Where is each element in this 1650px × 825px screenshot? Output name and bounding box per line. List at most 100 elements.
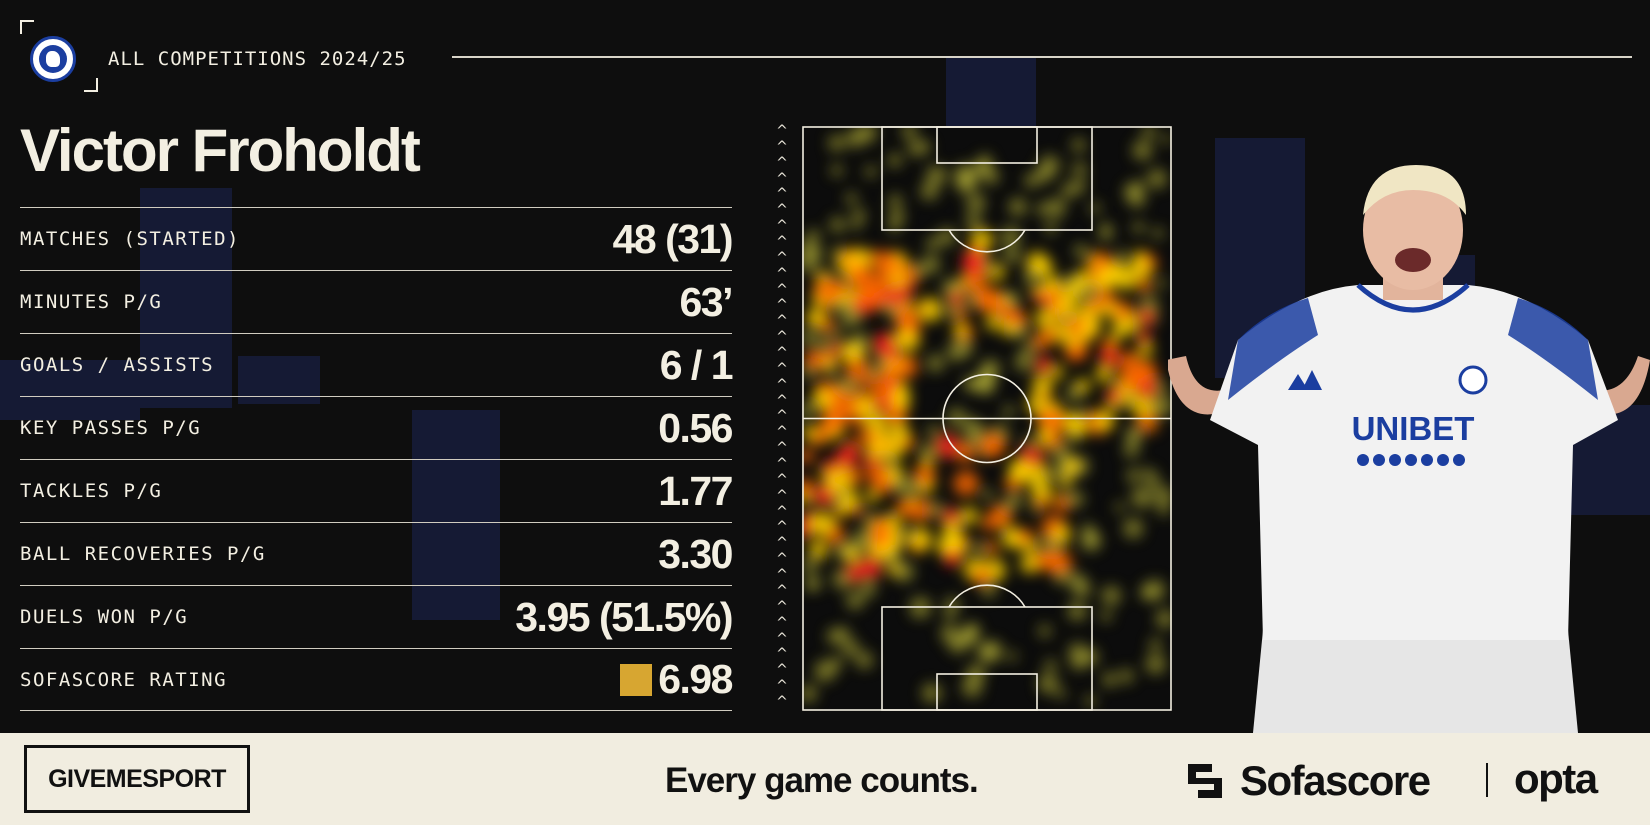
- heat-spot: [934, 433, 960, 459]
- rating-value: 6.98: [658, 656, 733, 702]
- heat-spot: [1058, 474, 1072, 488]
- stat-row-goals-assists: GOALS / ASSISTS 6 / 1: [20, 333, 734, 396]
- heat-spot: [1106, 387, 1122, 404]
- heat-spot: [841, 638, 860, 657]
- direction-arrow: ^: [776, 424, 788, 441]
- stat-label: MINUTES P/G: [20, 291, 163, 313]
- heat-spot: [1152, 227, 1164, 239]
- heat-spot: [1084, 695, 1097, 707]
- stats-table: MATCHES (STARTED) 48 (31) MINUTES P/G 63…: [20, 207, 734, 711]
- heat-spot: [884, 403, 908, 426]
- heat-spot: [896, 327, 921, 352]
- heat-spot: [1114, 502, 1125, 513]
- heat-spot: [1053, 494, 1071, 512]
- heat-spot: [845, 192, 858, 205]
- heat-spot: [837, 627, 850, 640]
- head: [1363, 170, 1463, 290]
- heat-spot: [974, 288, 994, 308]
- jersey-sponsor: UNIBET: [1352, 410, 1475, 447]
- stat-value: 3.30: [658, 530, 733, 577]
- heatmap-pitch: [802, 126, 1172, 711]
- direction-arrow: ^: [776, 360, 788, 377]
- heat-spot: [881, 251, 900, 270]
- heat-spot: [926, 165, 947, 186]
- direction-arrow: ^: [776, 376, 788, 393]
- rating-badge: [620, 663, 653, 696]
- stat-row-key-passes: KEY PASSES P/G 0.56: [20, 396, 733, 459]
- heat-spot: [1044, 221, 1057, 235]
- heat-spot: [879, 282, 892, 295]
- direction-arrow: ^: [776, 487, 788, 504]
- heat-spot: [822, 356, 836, 370]
- heat-spot: [1033, 291, 1046, 304]
- heat-spot: [1034, 356, 1053, 375]
- direction-arrow: ^: [776, 234, 788, 251]
- heat-spot: [888, 194, 903, 209]
- heat-spot: [859, 555, 883, 579]
- heat-spot: [822, 459, 837, 474]
- heat-spot: [806, 308, 826, 328]
- heat-spot: [855, 396, 876, 417]
- heat-spot: [1122, 518, 1144, 539]
- heat-spot: [871, 383, 891, 403]
- heat-spot: [948, 290, 965, 306]
- heat-spot: [1155, 609, 1172, 629]
- heat-spot: [1045, 197, 1067, 218]
- header: ALL COMPETITIONS 2024/25: [20, 18, 1632, 96]
- direction-arrow: ^: [776, 519, 788, 536]
- heat-spot: [1031, 374, 1053, 396]
- opta-logo: opta: [1514, 755, 1598, 802]
- stat-value: 3.95 (51.5%): [515, 593, 733, 640]
- heat-spot: [828, 134, 845, 152]
- heat-spot: [1073, 243, 1088, 259]
- heat-spot: [851, 208, 866, 223]
- heat-spot: [813, 485, 835, 507]
- heat-spot: [938, 227, 956, 246]
- heat-spot: [1097, 266, 1119, 288]
- heat-spot: [1073, 270, 1093, 290]
- heat-spot: [1068, 642, 1087, 662]
- heat-spot: [864, 165, 877, 178]
- header-divider: [452, 56, 1632, 58]
- heat-spot: [981, 640, 1003, 663]
- heat-spot: [975, 163, 987, 175]
- heat-spot: [1038, 673, 1059, 694]
- heat-spot: [1035, 202, 1049, 216]
- direction-arrow: ^: [776, 202, 788, 219]
- direction-arrow: ^: [776, 646, 788, 663]
- heat-spot: [1142, 467, 1155, 480]
- heat-spot: [921, 683, 942, 703]
- stat-value: 63’: [679, 278, 734, 325]
- heat-spot: [973, 567, 992, 586]
- heat-spot: [802, 478, 814, 497]
- heat-spot: [895, 499, 914, 518]
- heat-spot: [1149, 638, 1162, 652]
- heat-spot: [1161, 134, 1172, 145]
- heat-spot: [1070, 343, 1086, 359]
- heat-spot: [1115, 249, 1128, 262]
- heat-spot: [848, 247, 873, 272]
- heat-spot: [1123, 441, 1140, 458]
- heat-spot: [826, 468, 851, 493]
- heat-spot: [1067, 490, 1085, 508]
- stat-row-matches: MATCHES (STARTED) 48 (31): [20, 207, 734, 270]
- heat-spot: [1094, 410, 1115, 431]
- heat-spot: [830, 341, 843, 354]
- heat-spot: [1021, 346, 1033, 358]
- heat-spot: [944, 596, 960, 613]
- heat-spot: [1056, 688, 1067, 699]
- heat-spot: [961, 251, 987, 276]
- heat-spot: [1034, 308, 1057, 330]
- heat-spot: [1118, 668, 1134, 684]
- sofascore-wordmark: Sofascore: [1240, 757, 1431, 804]
- stat-value: 48 (31): [612, 215, 734, 262]
- heat-spot: [909, 528, 933, 552]
- heat-spot: [811, 388, 833, 410]
- heat-spot: [1038, 624, 1052, 638]
- heat-spot: [1066, 318, 1083, 336]
- heat-spot: [946, 341, 966, 362]
- heat-spot: [865, 490, 879, 503]
- heat-spot: [920, 182, 939, 201]
- heat-spot: [1002, 405, 1015, 418]
- heat-spot: [1145, 653, 1166, 675]
